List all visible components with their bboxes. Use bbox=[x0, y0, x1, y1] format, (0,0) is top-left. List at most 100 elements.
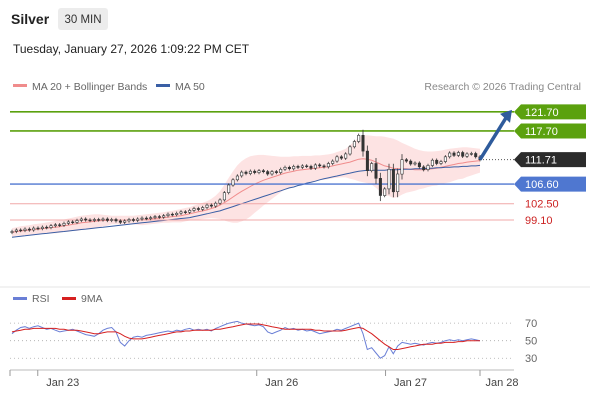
candle-body bbox=[45, 226, 49, 229]
candle-body bbox=[413, 162, 417, 165]
candle-body bbox=[188, 210, 192, 213]
candle-body bbox=[318, 164, 322, 167]
candle-body bbox=[149, 217, 153, 219]
x-tick-label: Jan 28 bbox=[485, 377, 518, 389]
rsi-tick-30: 30 bbox=[525, 353, 537, 365]
candle-body bbox=[469, 153, 473, 155]
bollinger-bands bbox=[12, 135, 480, 237]
last-price-tag bbox=[514, 152, 586, 168]
candle-body bbox=[183, 211, 187, 213]
candle-body bbox=[400, 159, 404, 175]
candle-body bbox=[79, 218, 83, 221]
candle-body bbox=[287, 167, 291, 170]
candle-body bbox=[110, 219, 114, 221]
candle-body bbox=[136, 218, 140, 221]
last-price-label: 111.71 bbox=[525, 155, 557, 167]
level-label-117.70: 117.70 bbox=[525, 126, 558, 138]
timestamp: Tuesday, January 27, 2026 1:09:22 PM CET bbox=[13, 42, 250, 56]
candle-body bbox=[66, 221, 70, 224]
copyright: Research © 2026 Trading Central bbox=[424, 81, 581, 93]
candle-body bbox=[305, 165, 309, 167]
candle-body bbox=[456, 152, 460, 156]
candle-body bbox=[53, 224, 57, 227]
candle-body bbox=[257, 170, 261, 173]
candle-body bbox=[404, 159, 408, 162]
level-label-121.70: 121.70 bbox=[525, 107, 559, 119]
candle-body bbox=[205, 204, 209, 208]
candle-body bbox=[339, 156, 343, 159]
rsi-line bbox=[11, 320, 481, 359]
candle-body bbox=[127, 219, 131, 222]
candle-body bbox=[409, 160, 413, 165]
candle-body bbox=[75, 220, 79, 223]
candle-body bbox=[10, 231, 14, 233]
candle-body bbox=[27, 228, 31, 231]
candle-body bbox=[218, 199, 222, 204]
candle-body bbox=[92, 219, 96, 221]
candle-body bbox=[292, 166, 296, 170]
candle-body bbox=[131, 219, 135, 221]
x-tick-label: Jan 27 bbox=[394, 377, 427, 389]
candle-body bbox=[253, 170, 257, 173]
ma50-legend-label: MA 50 bbox=[175, 81, 205, 93]
ma9-legend-swatch bbox=[62, 297, 76, 300]
target-arrow-head bbox=[500, 109, 512, 123]
bollinger-band-fill bbox=[12, 135, 480, 237]
candle-body bbox=[474, 153, 478, 158]
candle-body bbox=[201, 207, 205, 210]
ma20-legend-swatch bbox=[13, 84, 27, 87]
level-label-99.10: 99.10 bbox=[525, 215, 553, 227]
candle-body bbox=[352, 141, 356, 148]
candle-body bbox=[435, 159, 439, 164]
ma50-legend-swatch bbox=[156, 84, 170, 87]
price-levels bbox=[10, 111, 514, 221]
candle-body bbox=[231, 179, 235, 186]
candle-body bbox=[396, 173, 400, 193]
candle-body bbox=[88, 219, 92, 222]
candle-body bbox=[279, 169, 283, 173]
candle-body bbox=[443, 156, 447, 162]
candle-body bbox=[270, 171, 274, 175]
candle-body bbox=[153, 216, 157, 218]
candle-body bbox=[166, 213, 170, 216]
candle-body bbox=[335, 156, 339, 162]
rsi-legend-label: RSI bbox=[32, 293, 50, 305]
x-tick-label: Jan 23 bbox=[46, 377, 79, 389]
candle-body bbox=[378, 178, 382, 196]
candle-body bbox=[266, 171, 270, 175]
candle-body bbox=[261, 170, 265, 172]
candle-body bbox=[461, 152, 465, 157]
candle-body bbox=[430, 159, 434, 166]
candle-body bbox=[296, 166, 300, 168]
candle-body bbox=[71, 221, 75, 223]
candle-body bbox=[426, 165, 430, 170]
candle-body bbox=[40, 226, 44, 229]
candle-body bbox=[118, 220, 122, 223]
rsi-tick-70: 70 bbox=[525, 318, 537, 330]
rsi-tick-50: 50 bbox=[525, 336, 537, 348]
candle-body bbox=[32, 227, 36, 231]
candle-body bbox=[235, 175, 239, 181]
candle-body bbox=[196, 208, 200, 210]
candle-body bbox=[214, 202, 218, 207]
candle-body bbox=[300, 165, 304, 168]
candle-body bbox=[222, 192, 226, 201]
candle-body bbox=[348, 146, 352, 155]
x-tick-label: Jan 26 bbox=[265, 377, 298, 389]
candle-body bbox=[365, 150, 369, 172]
candle-body bbox=[19, 229, 23, 232]
candle-body bbox=[309, 166, 313, 169]
candle-body bbox=[97, 219, 101, 221]
candle-body bbox=[23, 228, 27, 231]
candle-body bbox=[114, 219, 118, 222]
candle-body bbox=[244, 171, 248, 174]
candle-body bbox=[144, 217, 148, 220]
x-axis: Jan 23 Jan 26 Jan 27 Jan 28 bbox=[9, 370, 519, 389]
rsi-legend-swatch bbox=[13, 297, 27, 300]
candle-body bbox=[439, 161, 443, 164]
candle-body bbox=[370, 163, 374, 171]
candle-body bbox=[248, 170, 252, 174]
candle-body bbox=[140, 217, 144, 220]
ma20-legend-label: MA 20 + Bollinger Bands bbox=[32, 81, 147, 93]
candle-body bbox=[361, 135, 365, 152]
